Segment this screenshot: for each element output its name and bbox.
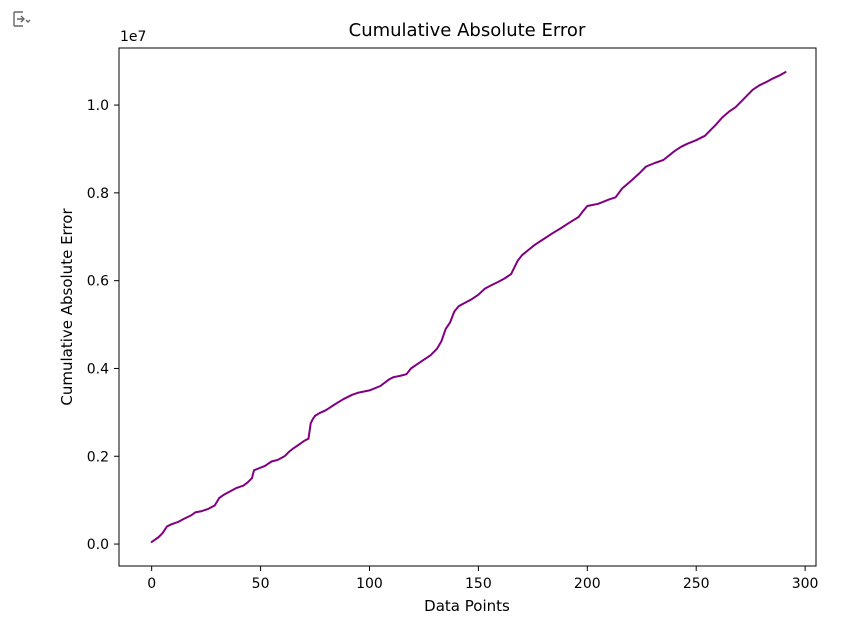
y-tick-label: 0.2 <box>87 449 109 465</box>
y-tick-label: 1.0 <box>87 98 109 114</box>
x-tick-label: 150 <box>465 576 492 592</box>
y-tick-label: 0.4 <box>87 361 109 377</box>
x-tick-label: 0 <box>147 576 156 592</box>
x-tick-label: 50 <box>252 576 270 592</box>
y-tick-label: 0.6 <box>87 274 109 290</box>
y-tick-label: 0.0 <box>87 537 109 553</box>
chart-title: Cumulative Absolute Error <box>349 20 586 41</box>
y-axis-label: Cumulative Absolute Error <box>58 208 76 406</box>
x-tick-label: 250 <box>683 576 710 592</box>
y-scale-label: 1e7 <box>120 29 146 45</box>
plot-frame <box>118 47 817 567</box>
series-line <box>150 71 787 543</box>
x-tick-label: 300 <box>792 576 819 592</box>
x-axis-label: Data Points <box>424 597 510 615</box>
x-tick-label: 200 <box>574 576 601 592</box>
output-toggle-icon[interactable] <box>10 8 32 30</box>
x-tick-label: 100 <box>356 576 383 592</box>
y-tick-label: 0.8 <box>87 186 109 202</box>
